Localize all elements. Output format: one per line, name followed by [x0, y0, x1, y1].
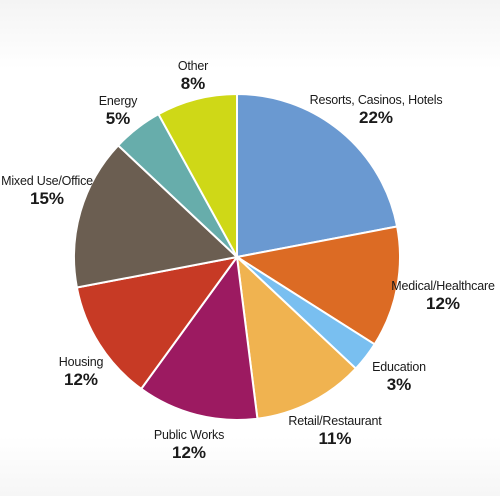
slice-percent: 12% [63, 370, 99, 389]
slice-percent: 11% [318, 429, 352, 448]
slice-name: Housing [58, 355, 104, 369]
slice-label-housing: Housing 12% [58, 355, 104, 390]
pie-slice-public-works [140, 256, 259, 421]
slice-percent: 3% [386, 375, 412, 394]
slice-label-resorts-casinos-hotels: Resorts, Casinos, Hotels 22% [310, 93, 443, 128]
slice-name: Retail/Restaurant [288, 414, 382, 428]
slice-name: Public Works [153, 428, 225, 442]
slice-label-education: Education 3% [372, 360, 426, 395]
pie-slice-medical-healthcare [236, 225, 401, 346]
slice-name: Education [372, 360, 426, 374]
slice-name: Mixed Use/Office [1, 174, 93, 188]
slice-percent: 8% [180, 74, 206, 93]
slice-label-mixed-use-office: Mixed Use/Office 15% [1, 174, 93, 209]
slice-name: Energy [98, 94, 138, 108]
slice-percent: 12% [425, 294, 461, 313]
slice-percent: 12% [171, 443, 207, 462]
slice-label-medical-healthcare: Medical/Healthcare 12% [391, 279, 495, 314]
slice-name: Medical/Healthcare [391, 279, 495, 293]
slice-percent: 22% [358, 108, 394, 127]
slice-name: Resorts, Casinos, Hotels [309, 93, 443, 107]
pie-slice-retail-restaurant [236, 256, 357, 420]
pie-slice-other [157, 93, 238, 258]
pie-slice-mixed-use-office [73, 144, 238, 289]
slice-percent: 15% [29, 189, 65, 208]
pie-slice-resorts-casinos-hotels [236, 93, 399, 258]
pie-slice-housing [75, 256, 238, 390]
slice-label-public-works: Public Works 12% [153, 428, 225, 463]
slice-label-retail-restaurant: Retail/Restaurant 11% [288, 414, 381, 449]
slice-name: Other [177, 59, 209, 73]
slice-label-energy: Energy 5% [98, 94, 138, 129]
slice-label-other: Other 8% [178, 59, 208, 94]
slice-percent: 5% [105, 109, 131, 128]
